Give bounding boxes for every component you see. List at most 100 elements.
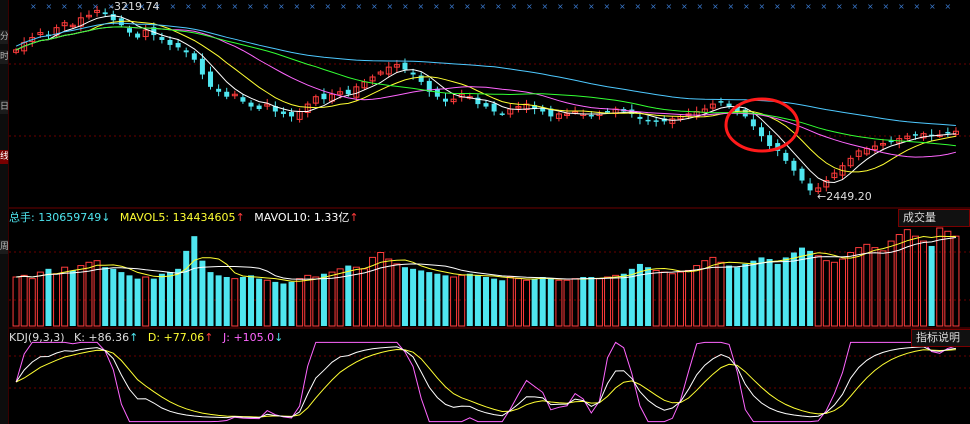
volume-bar xyxy=(167,272,173,326)
volume-bar xyxy=(742,263,749,326)
top-marker: × xyxy=(356,2,363,11)
indicator-help-button[interactable]: 指标说明 xyxy=(911,329,970,347)
volume-bar xyxy=(693,265,701,327)
candle-body xyxy=(345,89,351,95)
volume-bar xyxy=(410,268,417,326)
top-marker: × xyxy=(805,2,812,11)
candle-body xyxy=(289,111,295,117)
candle-body xyxy=(588,114,594,117)
candle-body xyxy=(183,50,189,53)
candle-body xyxy=(135,33,141,38)
volume-bar xyxy=(936,227,944,327)
candle-body xyxy=(61,22,68,27)
candle-body xyxy=(231,93,238,97)
volume-bar xyxy=(328,271,336,327)
top-marker: × xyxy=(449,2,456,11)
volume-bar xyxy=(110,268,117,326)
ma5-line xyxy=(15,15,956,184)
volume-bar xyxy=(61,266,69,327)
sidebar-tab-zhou[interactable]: 周 xyxy=(0,240,8,254)
top-marker: × xyxy=(774,2,781,11)
top-marker: × xyxy=(697,2,704,11)
volume-bar xyxy=(676,271,684,327)
top-marker: × xyxy=(325,2,332,11)
top-marker: × xyxy=(743,2,750,11)
volume-bar xyxy=(652,269,660,327)
candle-body xyxy=(799,168,805,181)
top-marker: × xyxy=(371,2,378,11)
volume-bar xyxy=(296,278,304,327)
top-marker: × xyxy=(511,2,518,11)
volume-bar xyxy=(450,276,458,327)
volume-bar xyxy=(580,277,587,326)
volume-bar xyxy=(215,275,222,326)
volume-bar xyxy=(645,267,652,326)
kdj-k-readout: K: +86.36↑ xyxy=(74,331,139,344)
volume-bar xyxy=(304,274,312,327)
volume-bar xyxy=(483,277,489,326)
volume-bar xyxy=(839,258,847,327)
volume-bar xyxy=(20,274,28,327)
candle-body xyxy=(13,49,20,53)
volume-bar xyxy=(774,263,781,326)
volume-bar xyxy=(28,278,36,327)
volume-bar xyxy=(668,273,676,327)
candle-body xyxy=(434,88,440,97)
volume-bar xyxy=(887,240,895,327)
candle-body xyxy=(548,108,554,117)
volume-bar xyxy=(628,268,635,326)
top-marker: × xyxy=(495,2,502,11)
volume-bar xyxy=(855,247,863,327)
volume-bar xyxy=(360,268,368,327)
volume-bar xyxy=(207,272,214,326)
volume-bar xyxy=(523,279,531,327)
volume-bar xyxy=(393,263,401,327)
volume-bar xyxy=(36,271,44,327)
volume-bar xyxy=(288,281,295,326)
candle-body xyxy=(426,80,432,92)
volume-bar xyxy=(491,278,498,326)
ma60-line xyxy=(15,22,956,126)
top-marker: × xyxy=(185,2,192,11)
candle-body xyxy=(904,135,911,140)
candle-body xyxy=(321,93,327,100)
volume-bar xyxy=(782,257,789,326)
candle-body xyxy=(94,9,101,13)
sidebar-tab-ri[interactable]: 日 xyxy=(0,100,8,114)
candle-body xyxy=(280,111,286,114)
top-marker: × xyxy=(542,2,549,11)
candle-body xyxy=(831,172,838,179)
volume-bar xyxy=(126,275,133,326)
sidebar-tab-xian[interactable]: 线 xyxy=(0,150,8,164)
candle-body xyxy=(491,103,497,112)
top-marker: × xyxy=(170,2,177,11)
top-marker: × xyxy=(278,2,285,11)
candle-body xyxy=(726,103,732,107)
candle-body xyxy=(369,76,376,82)
candle-body xyxy=(605,111,611,113)
sidebar-tab-fen[interactable]: 分 xyxy=(0,30,8,44)
price-low-label: ←2449.20 xyxy=(817,190,872,203)
volume-bar xyxy=(571,278,579,327)
top-marker: × xyxy=(123,2,130,11)
volume-bar xyxy=(466,273,473,326)
top-marker: × xyxy=(914,2,921,11)
volume-bar xyxy=(547,278,554,326)
candle-body xyxy=(29,37,36,42)
candle-body xyxy=(159,37,165,40)
volume-bar xyxy=(77,265,85,327)
volume-bar xyxy=(345,265,352,326)
volume-bar xyxy=(799,247,805,326)
volume-bar xyxy=(790,252,797,326)
candle-body xyxy=(199,58,205,75)
volume-indicator-select[interactable]: 成交量 ▼ xyxy=(898,209,970,227)
sidebar-tab-shi[interactable]: 时 xyxy=(0,50,8,64)
volume-bar xyxy=(685,269,693,327)
volume-header: 总手: 130659749↓ MAVOL5: 134434605↑ MAVOL1… xyxy=(9,211,365,227)
volume-bar xyxy=(766,259,773,326)
candle-body xyxy=(450,98,457,103)
candle-body xyxy=(791,160,797,171)
top-marker: × xyxy=(821,2,828,11)
volume-bar xyxy=(636,263,643,326)
